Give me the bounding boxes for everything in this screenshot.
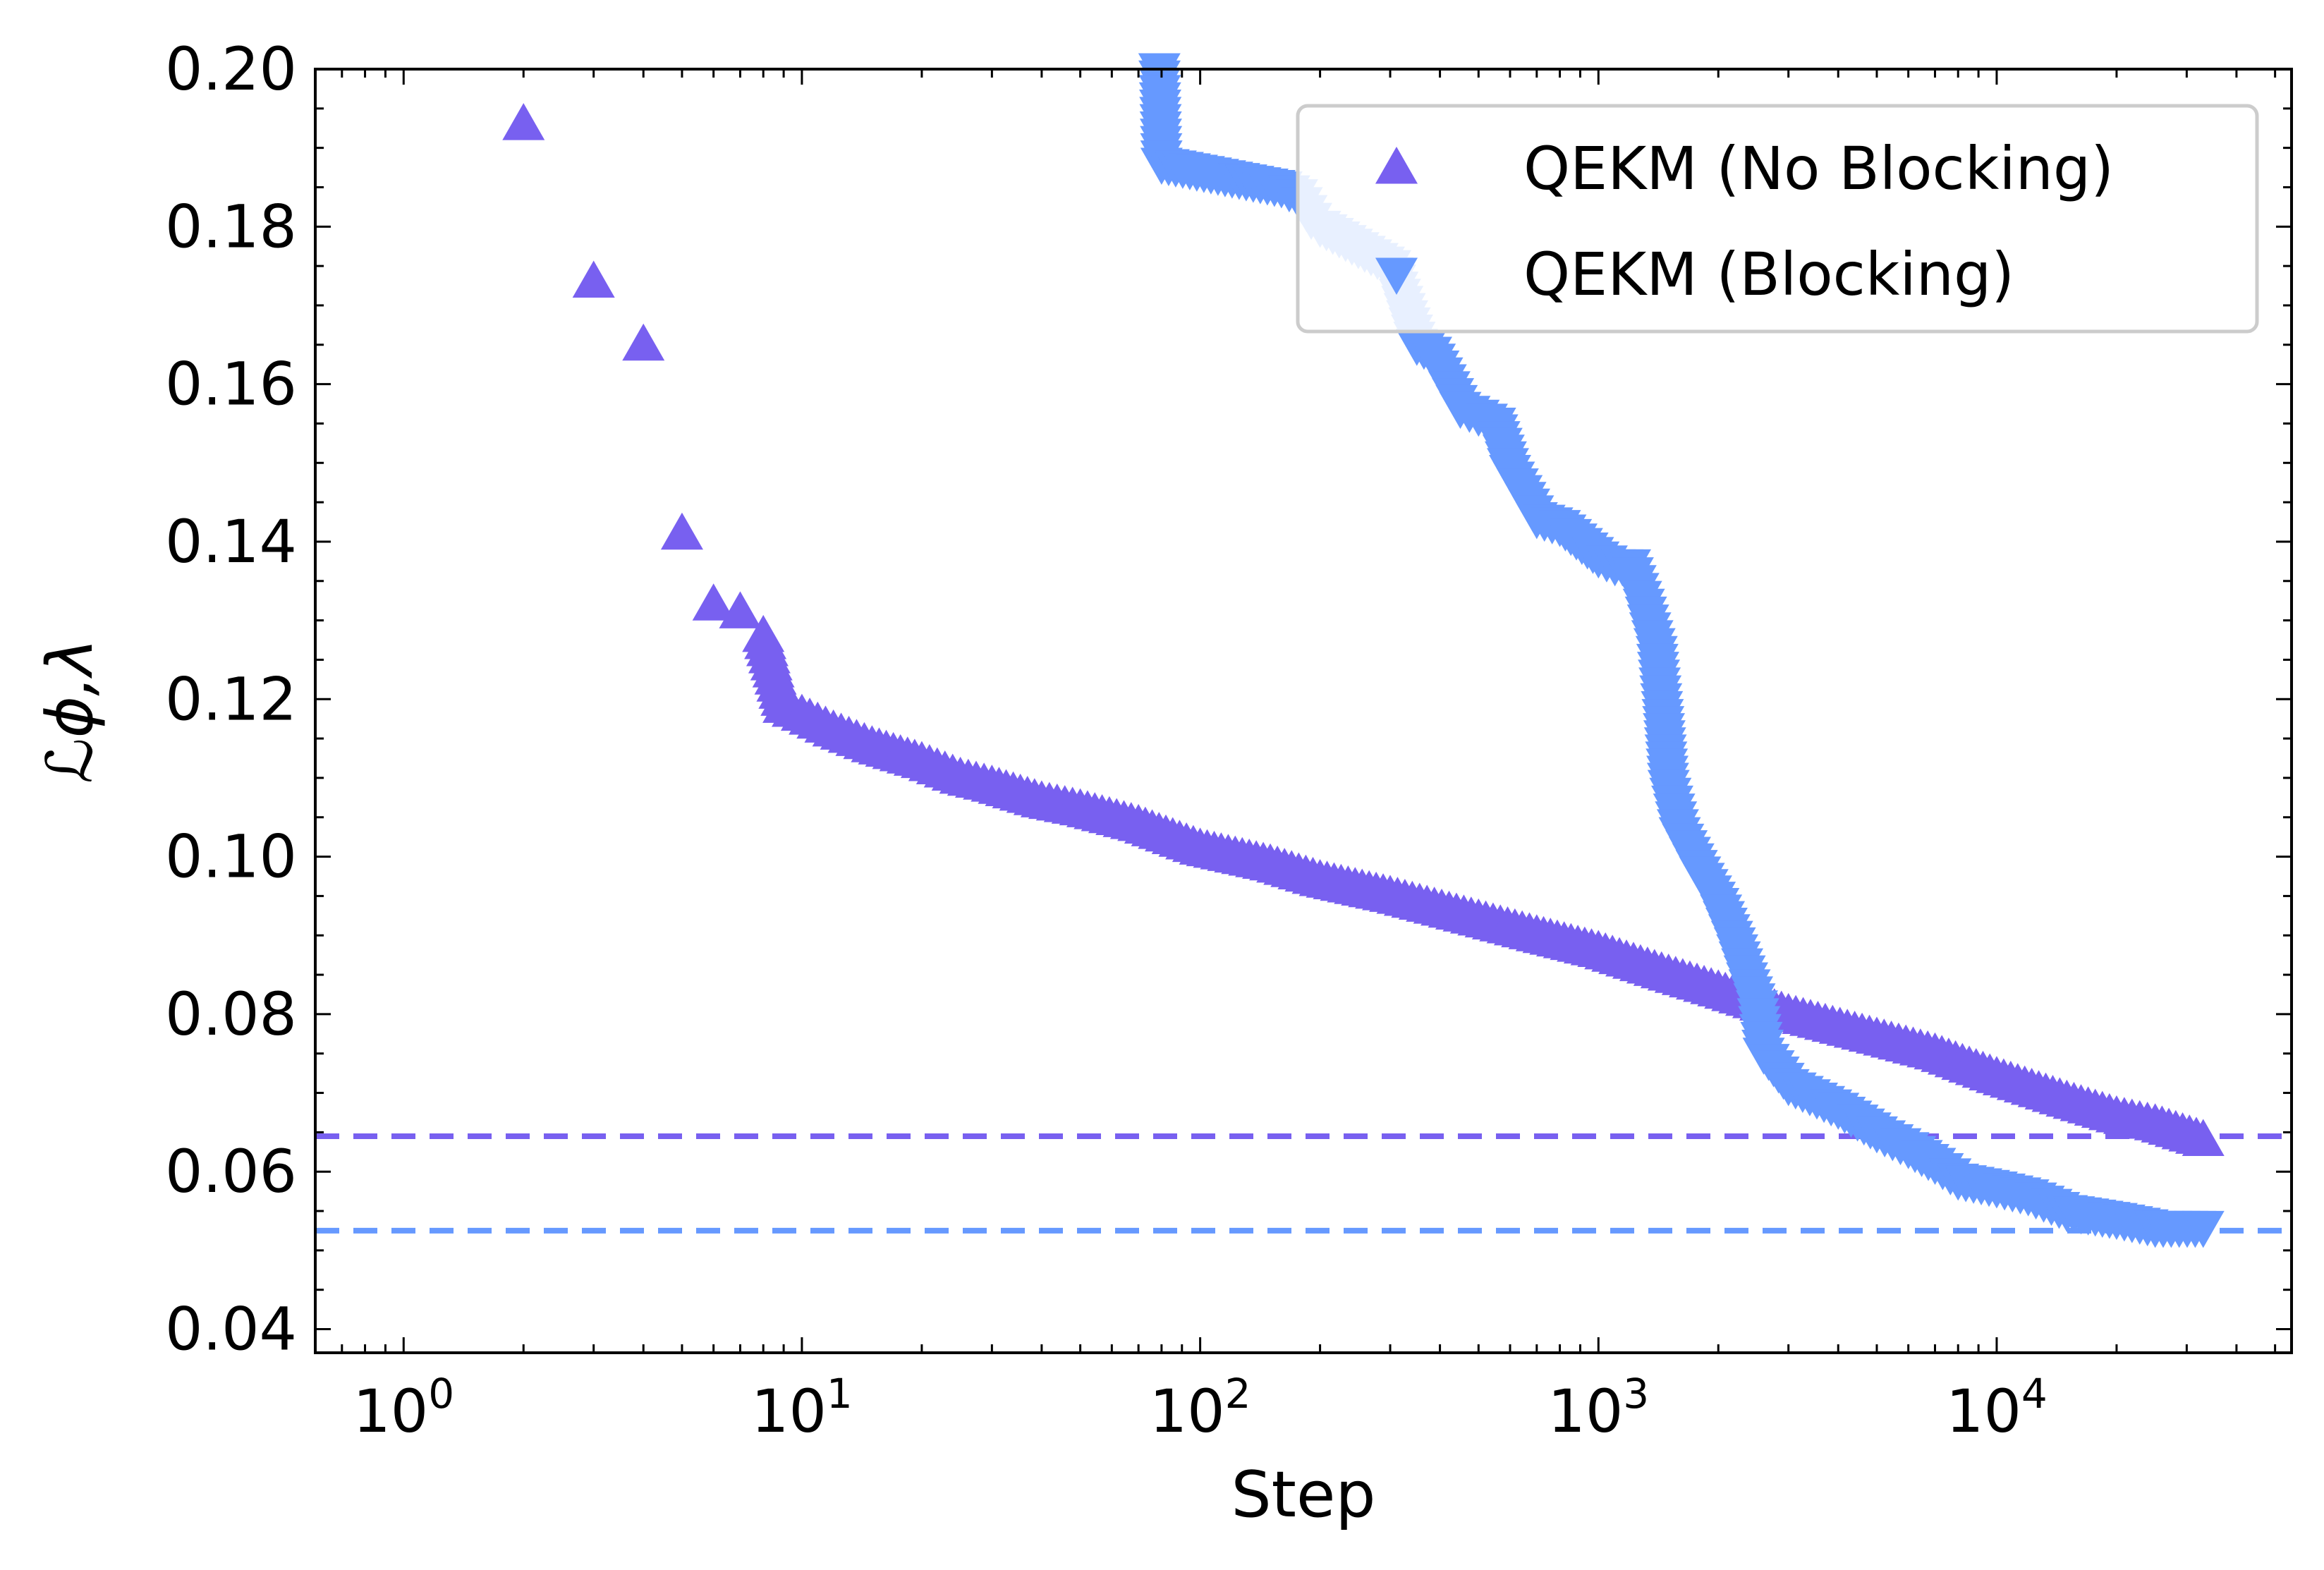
y-tick-label-6: 0.16 xyxy=(165,350,297,419)
point-0-3 xyxy=(660,512,703,550)
y-tick-label-5: 0.14 xyxy=(165,507,297,576)
y-tick-label-8: 0.20 xyxy=(165,35,297,104)
y-axis-ticks: 0.04 0.06 0.08 0.10 0.12 0.14 0.16 0.18 0.20 xyxy=(165,35,2292,1364)
point-0-1 xyxy=(572,260,615,298)
x-tick-label-1: 101 xyxy=(751,1370,853,1446)
x-tick-label-0: 100 xyxy=(353,1370,454,1446)
y-tick-label-0: 0.04 xyxy=(165,1295,297,1364)
point-0-213 xyxy=(2182,1119,2225,1157)
y-tick-label-3: 0.10 xyxy=(165,822,297,892)
y-tick-label-4: 0.12 xyxy=(165,664,297,734)
x-axis-ticks: 100 101 102 103 104 xyxy=(314,69,2277,1446)
x-tick-label-2: 102 xyxy=(1150,1370,1251,1446)
x-tick-label-4: 104 xyxy=(1946,1370,2048,1446)
point-0-5 xyxy=(719,591,762,628)
legend-label-0: QEKM (No Blocking) xyxy=(1523,134,2114,203)
x-axis-title: Step xyxy=(1231,1458,1376,1532)
point-0-2 xyxy=(622,323,665,361)
y-tick-label-7: 0.18 xyxy=(165,192,297,261)
point-0-4 xyxy=(692,583,735,621)
legend-label-1: QEKM (Blocking) xyxy=(1523,240,2014,309)
legend: QEKM (No Blocking) QEKM (Blocking) xyxy=(1296,104,2259,334)
legend-box xyxy=(1296,104,2259,334)
reference-lines xyxy=(315,1133,2292,1234)
x-tick-label-3: 103 xyxy=(1547,1370,1649,1446)
point-0-0 xyxy=(502,103,545,140)
y-tick-label-1: 0.06 xyxy=(165,1137,297,1206)
legend-marker-0 xyxy=(1375,147,1418,184)
y-tick-label-2: 0.08 xyxy=(165,980,297,1049)
plot-frame xyxy=(314,68,2293,1354)
point-1-228 xyxy=(2182,1210,2225,1248)
y-axis-title: ℒϕ,λ xyxy=(33,638,107,784)
legend-marker-1 xyxy=(1375,257,1418,295)
